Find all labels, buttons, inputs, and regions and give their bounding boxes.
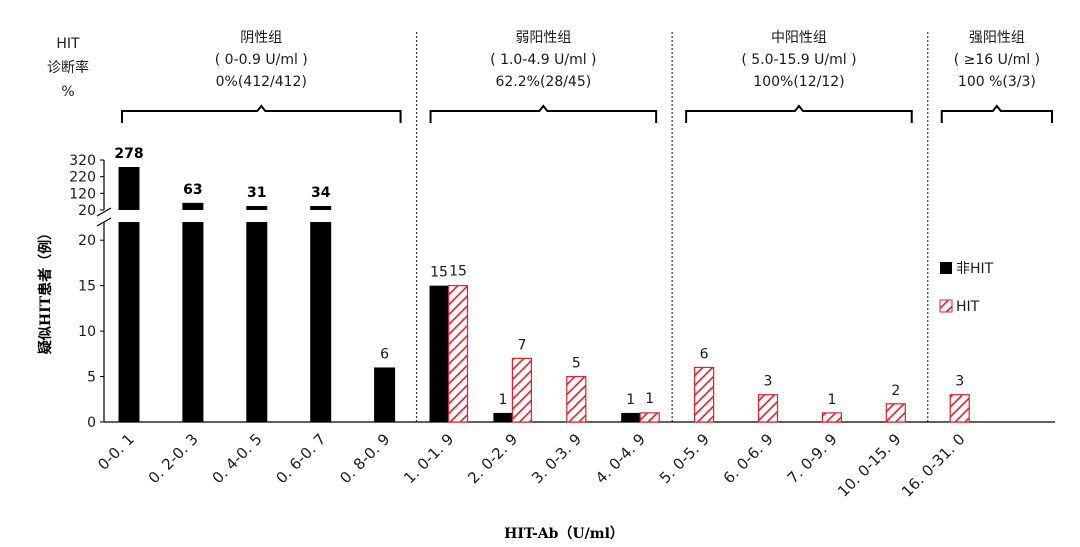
x-tick-label: 0. 2-0. 3	[145, 430, 202, 487]
bar-label-hit: 1	[645, 391, 654, 407]
x-tick-label: 5. 0-5. 9	[656, 430, 713, 487]
group-rate: 100%(12/12)	[753, 74, 844, 90]
bar-label-non-hit: 31	[247, 185, 266, 201]
bar-label-hit: 7	[517, 337, 526, 353]
group-range: ( 5.0-15.9 U/ml )	[741, 52, 856, 68]
axis-break-mark	[96, 217, 112, 227]
bar-hit	[949, 394, 970, 423]
x-tick-label: 0. 4-0. 5	[209, 430, 266, 487]
y-tick-label: 220	[69, 170, 96, 186]
bar-label-hit: 5	[572, 356, 581, 372]
bar-non-hit	[374, 367, 396, 422]
bar-non-hit-upper	[310, 206, 332, 210]
bar-non-hit	[246, 222, 268, 422]
group-range: ( 1.0-4.9 U/ml )	[490, 52, 596, 68]
bar-non-hit	[310, 222, 332, 422]
bar-non-hit	[118, 222, 140, 422]
bar-hit	[693, 366, 715, 423]
bar-label-non-hit: 278	[114, 146, 143, 162]
bar-label-hit: 3	[955, 374, 964, 390]
bar-label-non-hit: 1	[626, 392, 635, 408]
x-tick-label: 10. 0-15. 9	[834, 430, 905, 501]
bar-label-non-hit: 63	[183, 182, 202, 198]
bar-label-non-hit: 15	[430, 265, 448, 281]
group-range: ( 0-0.9 U/ml )	[215, 52, 308, 68]
legend-label-non-hit: 非HIT	[956, 261, 994, 277]
x-tick-label: 3. 0-3. 9	[528, 430, 585, 487]
x-axis-title: HIT-Ab（U/ml）	[504, 526, 624, 542]
left-header-line-1: HIT	[56, 36, 80, 52]
bar-hit	[885, 403, 906, 423]
y-axis-title: 疑似HIT患者（例）	[37, 226, 54, 354]
bar-hit	[566, 375, 587, 423]
x-tick-label: 6. 0-6. 9	[720, 430, 777, 487]
legend-label-hit: HIT	[956, 299, 980, 315]
group-name: 中阳性组	[771, 30, 827, 46]
bar-label-hit: 15	[449, 264, 467, 280]
bar-non-hit	[621, 412, 641, 422]
y-tick-label: 10	[78, 324, 96, 340]
bar-label-non-hit: 6	[380, 346, 389, 362]
bar-non-hit	[182, 222, 204, 422]
group-range: ( ≥16 U/ml )	[954, 52, 1040, 68]
x-tick-label: 0. 6-0. 7	[272, 430, 329, 487]
group-bracket	[121, 104, 402, 123]
bar-non-hit	[493, 412, 513, 422]
axis-break-mark	[96, 207, 112, 217]
x-tick-label: 0-0. 1	[94, 430, 138, 474]
x-tick-label: 16. 0-31. 0	[898, 430, 969, 501]
y-tick-label: 120	[69, 186, 96, 202]
x-tick-label: 1. 0-1. 9	[400, 430, 457, 487]
x-tick-label: 4. 0-4. 9	[592, 430, 649, 487]
legend-swatch-non-hit	[940, 262, 952, 274]
group-bracket	[429, 104, 658, 123]
left-header-line-3: %	[61, 84, 74, 100]
bar-hit	[447, 285, 469, 423]
y-tick-label: 20	[78, 233, 96, 249]
legend-swatch-hit	[939, 299, 953, 313]
group-name: 弱阳性组	[515, 30, 571, 46]
bar-hit	[639, 412, 660, 423]
y-tick-label: 0	[87, 415, 96, 431]
group-name: 强阳性组	[969, 30, 1025, 46]
group-name: 阴性组	[240, 30, 282, 46]
bar-label-hit: 6	[700, 346, 709, 362]
left-header-line-2: 诊断率	[47, 59, 89, 76]
bar-hit	[511, 357, 533, 423]
y-tick-label: 20	[78, 203, 96, 219]
x-tick-label: 7. 0-9. 9	[784, 430, 841, 487]
bar-hit	[757, 394, 779, 423]
bar-hit	[821, 412, 843, 423]
bar-label-non-hit: 34	[311, 185, 331, 201]
bar-label-non-hit: 1	[498, 392, 507, 408]
y-tick-label: 320	[69, 153, 96, 169]
bar-label-hit: 1	[827, 392, 836, 408]
group-bracket	[685, 104, 913, 123]
bar-non-hit-upper	[118, 167, 140, 210]
bar-non-hit	[429, 285, 449, 422]
bar-label-hit: 3	[764, 374, 773, 390]
group-rate: 0%(412/412)	[216, 74, 307, 90]
group-rate: 100 %(3/3)	[958, 74, 1036, 90]
group-rate: 62.2%(28/45)	[495, 74, 591, 90]
y-tick-label: 5	[87, 370, 96, 386]
x-tick-label: 0. 8-0. 9	[336, 430, 393, 487]
bar-non-hit-upper	[246, 206, 268, 210]
x-tick-label: 2. 0-2. 9	[464, 430, 521, 487]
group-bracket	[940, 104, 1053, 123]
bar-label-hit: 2	[891, 383, 900, 399]
bar-non-hit-upper	[182, 202, 204, 210]
y-tick-label: 15	[78, 279, 96, 295]
